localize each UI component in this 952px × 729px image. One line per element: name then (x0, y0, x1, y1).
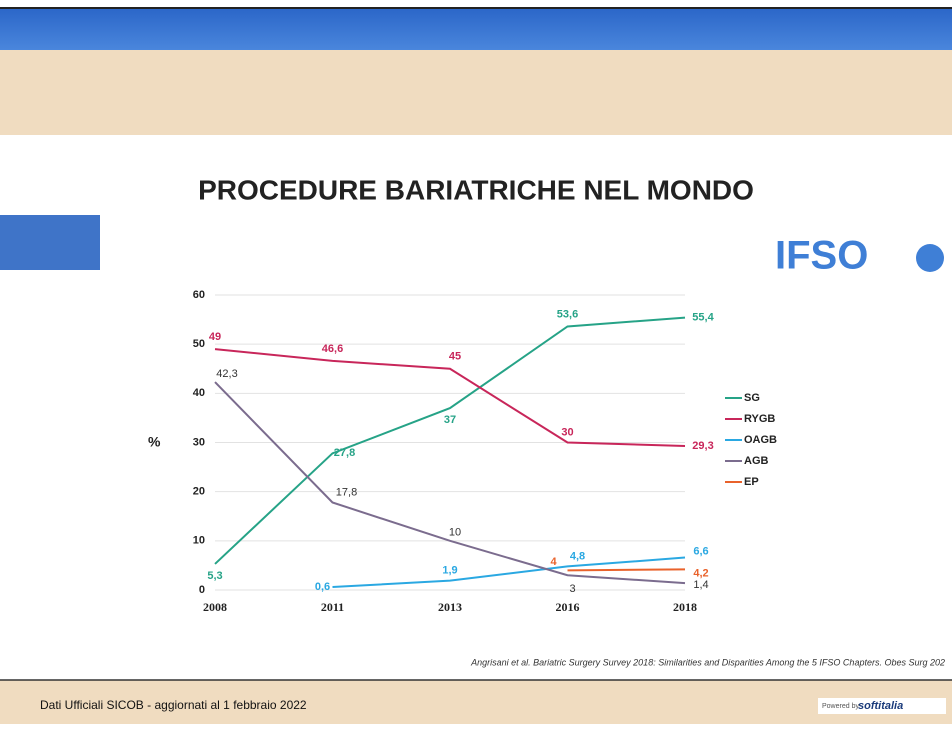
logo-globe (916, 244, 944, 272)
y-tick-label: 40 (193, 387, 205, 399)
series-line (214, 381, 686, 585)
series-line (214, 348, 686, 447)
x-tick-label: 2016 (556, 600, 580, 614)
data-label: 27,8 (334, 447, 355, 459)
data-label: 5,3 (207, 570, 222, 582)
data-label: 1,9 (442, 565, 457, 577)
legend-label: AGB (744, 455, 769, 467)
data-label: 46,6 (322, 343, 343, 355)
top-bar (0, 8, 952, 50)
chart-title: PROCEDURE BARIATRICHE NEL MONDO (198, 174, 754, 205)
data-label: 55,4 (692, 312, 714, 324)
footer-band (0, 680, 952, 724)
data-label: 29,3 (692, 440, 713, 452)
data-label: 37 (444, 414, 456, 426)
data-label: 4 (550, 556, 557, 568)
header-band (0, 50, 952, 135)
brand-box (818, 698, 946, 714)
y-tick-label: 10 (193, 535, 205, 547)
citation: Angrisani et al. Bariatric Surgery Surve… (470, 657, 945, 667)
data-label: 17,8 (336, 486, 357, 498)
legend-label: OAGB (744, 434, 777, 446)
data-label: 49 (209, 331, 221, 343)
data-label: 4,2 (693, 567, 708, 579)
x-tick-label: 2018 (673, 600, 697, 614)
data-label: 53,6 (557, 308, 578, 320)
y-tick-label: 20 (193, 486, 205, 498)
data-label: 0,6 (315, 581, 330, 593)
side-block (0, 215, 100, 270)
y-tick-label: 30 (193, 436, 205, 448)
series-line (567, 568, 686, 572)
data-label: 42,3 (216, 368, 237, 380)
legend-label: EP (744, 476, 759, 488)
y-tick-label: 50 (193, 338, 205, 350)
data-label: 3 (569, 583, 575, 595)
x-tick-label: 2013 (438, 600, 462, 614)
series-line (214, 316, 686, 565)
brand: softitalia (858, 700, 903, 712)
x-tick-label: 2008 (203, 600, 227, 614)
footer-text: Dati Ufficiali SICOB - aggiornati al 1 f… (40, 698, 307, 712)
data-label: 6,6 (693, 545, 708, 557)
data-label: 1,4 (693, 579, 708, 591)
data-label: 45 (449, 351, 461, 363)
series-line (332, 556, 686, 589)
y-tick-label: 60 (193, 289, 205, 301)
data-label: 4,8 (570, 550, 585, 562)
data-label: 10 (449, 527, 461, 539)
data-label: 30 (561, 426, 573, 438)
legend-label: RYGB (744, 413, 775, 425)
powered-by: Powered by (822, 703, 859, 710)
x-tick-label: 2011 (321, 600, 344, 614)
legend-label: SG (744, 392, 760, 404)
y-axis-label: % (148, 434, 161, 450)
logo: IFSO (775, 234, 868, 278)
y-tick-label: 0 (199, 584, 205, 596)
